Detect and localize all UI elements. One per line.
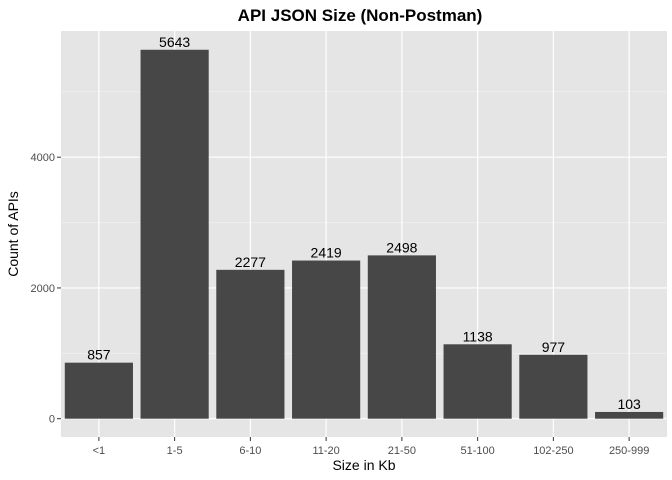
y-axis-title: Count of APIs	[5, 191, 21, 277]
x-tick-label: 1-5	[167, 445, 183, 457]
x-axis-title: Size in Kb	[332, 457, 395, 473]
data-label: 2277	[235, 254, 266, 270]
y-tick-label: 0	[49, 414, 55, 426]
bar-21-50	[367, 255, 436, 419]
x-tick-label: 102-250	[533, 445, 573, 457]
y-tick-label: 4000	[31, 152, 55, 164]
x-tick-label: 250-999	[609, 445, 649, 457]
data-label: 857	[87, 347, 111, 363]
data-label: 2419	[311, 245, 342, 261]
bars	[64, 49, 664, 419]
x-tick-label: 11-20	[312, 445, 339, 457]
y-tick-label: 2000	[31, 283, 55, 295]
data-labels: 857 5643 2277 2419 2498 1138 977 103	[87, 34, 641, 412]
x-tick-label: 6-10	[239, 445, 261, 457]
y-axis: 0 2000 4000	[31, 152, 61, 426]
data-label: 977	[542, 339, 566, 355]
x-axis: <1 1-5 6-10 11-20 21-50 51-100 102-250 250-999	[93, 437, 649, 457]
bar-6-10	[216, 269, 285, 419]
chart-title: API JSON Size (Non-Postman)	[238, 6, 483, 25]
data-label: 103	[617, 396, 641, 412]
bar-102-250	[519, 354, 588, 419]
data-label: 5643	[159, 34, 190, 50]
data-label: 1138	[463, 328, 493, 344]
x-tick-label: 21-50	[388, 445, 416, 457]
bar-<1	[64, 362, 133, 419]
bar-51-100	[443, 344, 512, 419]
bar-1-5	[140, 49, 209, 419]
x-tick-label: <1	[93, 445, 106, 457]
x-tick-label: 51-100	[460, 445, 494, 457]
bar-11-20	[292, 260, 361, 419]
data-label: 2498	[386, 239, 417, 255]
bar-250-999	[595, 411, 664, 419]
